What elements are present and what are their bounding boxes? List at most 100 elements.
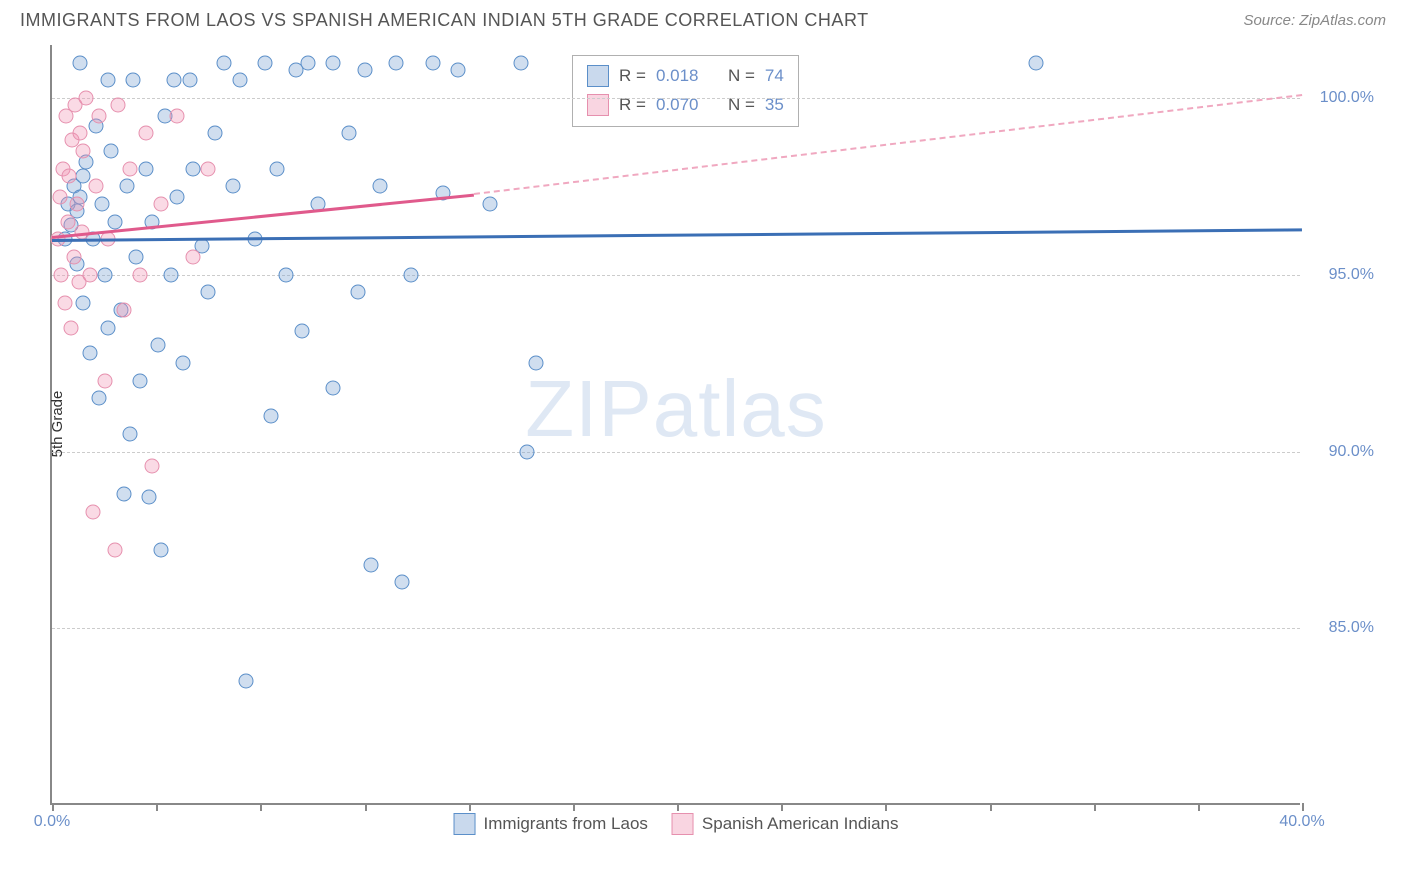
chart-container: 5th Grade ZIPatlas R = 0.018 N = 74 R = … bbox=[50, 45, 1390, 835]
data-point bbox=[73, 55, 88, 70]
data-point bbox=[176, 356, 191, 371]
y-axis-label: 5th Grade bbox=[49, 391, 66, 458]
data-point bbox=[207, 126, 222, 141]
xtick bbox=[1094, 803, 1096, 811]
data-point bbox=[88, 179, 103, 194]
legend-label-blue: Immigrants from Laos bbox=[484, 814, 648, 834]
data-point bbox=[154, 543, 169, 558]
xtick bbox=[469, 803, 471, 811]
data-point bbox=[395, 575, 410, 590]
legend-r-prefix-2: R = bbox=[619, 91, 646, 120]
legend-row-pink: R = 0.070 N = 35 bbox=[587, 91, 784, 120]
xtick bbox=[781, 803, 783, 811]
data-point bbox=[129, 250, 144, 265]
xtick bbox=[990, 803, 992, 811]
data-point bbox=[132, 373, 147, 388]
data-point bbox=[166, 73, 181, 88]
data-point bbox=[60, 214, 75, 229]
xtick-label: 0.0% bbox=[34, 813, 70, 831]
data-point bbox=[513, 55, 528, 70]
xtick bbox=[1302, 803, 1304, 811]
data-point bbox=[182, 73, 197, 88]
ytick-label: 100.0% bbox=[1320, 89, 1374, 107]
ytick-label: 85.0% bbox=[1329, 619, 1374, 637]
legend-n-prefix-2: N = bbox=[728, 91, 755, 120]
data-point bbox=[73, 126, 88, 141]
watermark-zip: ZIP bbox=[525, 364, 652, 453]
data-point bbox=[185, 161, 200, 176]
data-point bbox=[107, 214, 122, 229]
data-point bbox=[151, 338, 166, 353]
trendline bbox=[52, 229, 1302, 243]
data-point bbox=[232, 73, 247, 88]
legend-n-prefix: N = bbox=[728, 62, 755, 91]
data-point bbox=[95, 197, 110, 212]
swatch-blue-icon bbox=[587, 65, 609, 87]
data-point bbox=[529, 356, 544, 371]
data-point bbox=[79, 91, 94, 106]
data-point bbox=[104, 144, 119, 159]
xtick bbox=[156, 803, 158, 811]
data-point bbox=[110, 98, 125, 113]
data-point bbox=[326, 55, 341, 70]
data-point bbox=[98, 373, 113, 388]
data-point bbox=[426, 55, 441, 70]
data-point bbox=[279, 267, 294, 282]
data-point bbox=[185, 250, 200, 265]
legend-correlation: R = 0.018 N = 74 R = 0.070 N = 35 bbox=[572, 55, 799, 127]
chart-header: IMMIGRANTS FROM LAOS VS SPANISH AMERICAN… bbox=[0, 0, 1406, 36]
xtick bbox=[260, 803, 262, 811]
xtick bbox=[52, 803, 54, 811]
data-point bbox=[120, 179, 135, 194]
data-point bbox=[141, 490, 156, 505]
data-point bbox=[132, 267, 147, 282]
data-point bbox=[270, 161, 285, 176]
data-point bbox=[52, 190, 67, 205]
data-point bbox=[70, 197, 85, 212]
data-point bbox=[226, 179, 241, 194]
ytick-label: 95.0% bbox=[1329, 266, 1374, 284]
data-point bbox=[85, 504, 100, 519]
data-point bbox=[62, 168, 77, 183]
data-point bbox=[257, 55, 272, 70]
swatch-pink-icon-2 bbox=[672, 813, 694, 835]
data-point bbox=[482, 197, 497, 212]
xtick bbox=[1198, 803, 1200, 811]
data-point bbox=[66, 250, 81, 265]
legend-row-blue: R = 0.018 N = 74 bbox=[587, 62, 784, 91]
gridline bbox=[52, 98, 1300, 99]
data-point bbox=[123, 161, 138, 176]
data-point bbox=[201, 161, 216, 176]
data-point bbox=[116, 486, 131, 501]
data-point bbox=[107, 543, 122, 558]
data-point bbox=[82, 345, 97, 360]
data-point bbox=[388, 55, 403, 70]
data-point bbox=[76, 296, 91, 311]
data-point bbox=[326, 380, 341, 395]
data-point bbox=[54, 267, 69, 282]
data-point bbox=[363, 557, 378, 572]
data-point bbox=[63, 320, 78, 335]
data-point bbox=[138, 161, 153, 176]
data-point bbox=[126, 73, 141, 88]
data-point bbox=[357, 62, 372, 77]
legend-item-blue: Immigrants from Laos bbox=[454, 813, 648, 835]
data-point bbox=[76, 144, 91, 159]
data-point bbox=[101, 320, 116, 335]
legend-r-blue: 0.018 bbox=[656, 62, 699, 91]
legend-r-pink: 0.070 bbox=[656, 91, 699, 120]
xtick bbox=[573, 803, 575, 811]
xtick-label: 40.0% bbox=[1279, 813, 1324, 831]
chart-source: Source: ZipAtlas.com bbox=[1243, 12, 1386, 29]
data-point bbox=[295, 324, 310, 339]
data-point bbox=[145, 458, 160, 473]
legend-series: Immigrants from Laos Spanish American In… bbox=[454, 813, 899, 835]
gridline bbox=[52, 452, 1300, 453]
data-point bbox=[170, 108, 185, 123]
data-point bbox=[138, 126, 153, 141]
xtick bbox=[885, 803, 887, 811]
legend-item-pink: Spanish American Indians bbox=[672, 813, 899, 835]
data-point bbox=[116, 303, 131, 318]
data-point bbox=[451, 62, 466, 77]
data-point bbox=[263, 409, 278, 424]
